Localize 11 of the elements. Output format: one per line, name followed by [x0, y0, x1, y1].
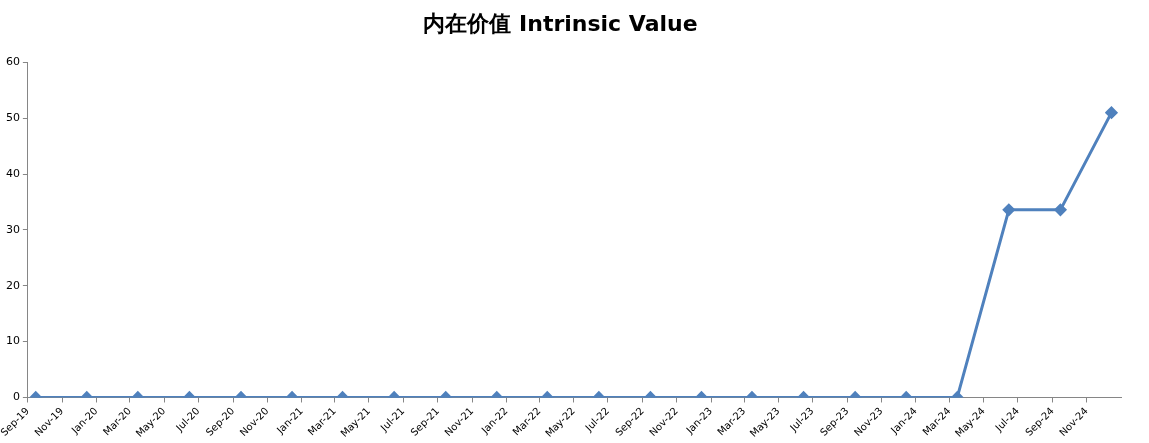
- point: [1054, 203, 1067, 216]
- point: [1105, 106, 1118, 119]
- chart-title: 内在价值 Intrinsic Value: [423, 10, 698, 36]
- point: [1002, 203, 1015, 216]
- y-tick-label: 60: [5, 55, 20, 69]
- y-tick-label: 10: [5, 334, 20, 348]
- y-tick-label: 30: [5, 222, 20, 236]
- y-tick-label: 20: [5, 278, 20, 292]
- y-tick-label: 0: [12, 390, 20, 404]
- y-tick-label: 40: [5, 166, 20, 180]
- y-tick-label: 50: [5, 111, 20, 125]
